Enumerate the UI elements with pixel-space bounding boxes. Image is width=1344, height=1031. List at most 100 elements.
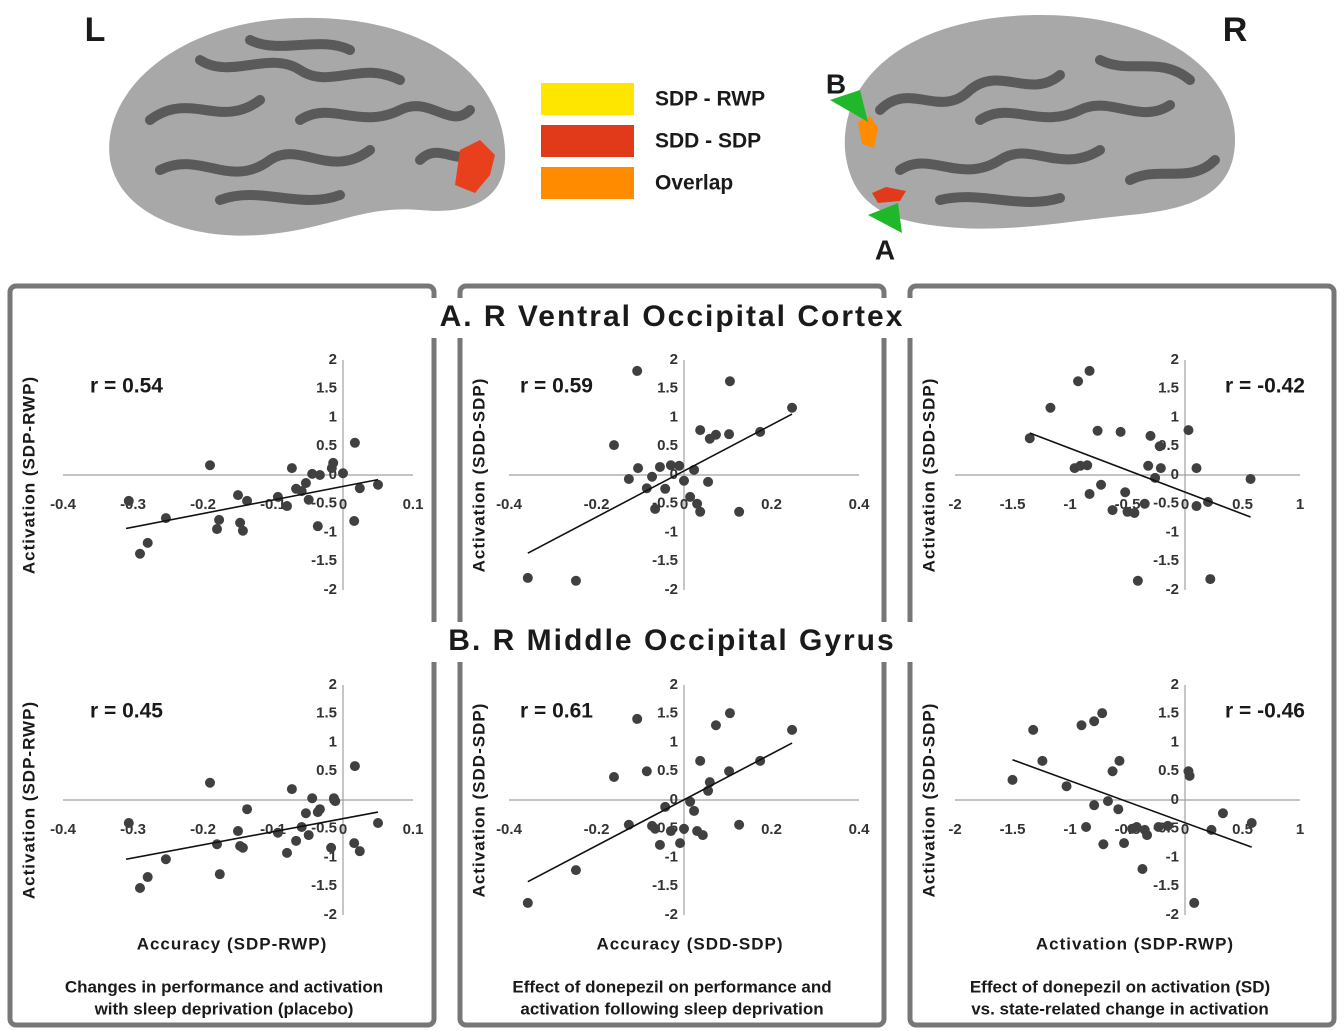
y-tick-label: -1.5 (311, 877, 337, 894)
point (315, 470, 325, 480)
y-tick-label: -2 (665, 581, 678, 598)
point (724, 429, 734, 439)
x-tick-label: -0.2 (190, 821, 216, 838)
point (143, 538, 153, 548)
point (304, 495, 314, 505)
point (642, 766, 652, 776)
x-tick-label: 0.2 (761, 496, 782, 513)
point (313, 521, 323, 531)
x-tick-label: -0.2 (584, 496, 610, 513)
point (1163, 821, 1173, 831)
point (1192, 501, 1202, 511)
point (787, 725, 797, 735)
y-tick-label: -2 (324, 906, 337, 923)
x-axis-label: Accuracy (SDD-SDP) (596, 934, 783, 953)
point (326, 843, 336, 853)
point (328, 458, 338, 468)
point (679, 476, 689, 486)
figure: L R B A SDP - RWPSDD - SDPOverlap A. R V… (0, 0, 1344, 1031)
point (1192, 463, 1202, 473)
point (301, 478, 311, 488)
point (1247, 818, 1257, 828)
point (1156, 463, 1166, 473)
y-tick-label: 2 (329, 676, 337, 693)
point (695, 425, 705, 435)
point (355, 483, 365, 493)
point (1108, 766, 1118, 776)
point (124, 496, 134, 506)
y-tick-label: -2 (324, 581, 337, 598)
point (698, 830, 708, 840)
point (523, 898, 533, 908)
y-tick-label: -1.5 (1153, 877, 1179, 894)
y-tick-label: 0 (1171, 791, 1179, 808)
y-axis-label: Activation (SDD-SDP) (469, 378, 488, 573)
x-tick-label: 1 (1296, 496, 1304, 513)
y-tick-label: 1.5 (1158, 705, 1179, 722)
point (1114, 756, 1124, 766)
x-tick-label: 0.4 (849, 496, 871, 513)
y-tick-label: -1.5 (652, 877, 678, 894)
point (1155, 441, 1165, 451)
point (1146, 431, 1156, 441)
point (689, 806, 699, 816)
brain-left (109, 18, 505, 236)
point (135, 883, 145, 893)
point (214, 515, 224, 525)
point (650, 824, 660, 834)
y-tick-label: -1 (1166, 523, 1179, 540)
point (1154, 822, 1164, 832)
point (1183, 425, 1193, 435)
x-tick-label: 0.4 (849, 821, 871, 838)
panel-caption: activation following sleep deprivation (520, 999, 823, 1018)
point (242, 804, 252, 814)
hemisphere-label: R (1223, 11, 1248, 49)
point (338, 468, 348, 478)
point (1246, 474, 1256, 484)
x-tick-label: -0.4 (50, 496, 77, 513)
point (571, 865, 581, 875)
panel-frame (10, 286, 434, 1025)
x-tick-label: 1 (1296, 821, 1304, 838)
y-tick-label: 0.5 (657, 762, 678, 779)
point (655, 462, 665, 472)
y-tick-label: -2 (665, 906, 678, 923)
point (523, 573, 533, 583)
point (161, 854, 171, 864)
point (655, 840, 665, 850)
x-tick-label: 0.1 (403, 496, 424, 513)
y-tick-label: 2 (670, 676, 678, 693)
r-annotation: r = -0.46 (1225, 700, 1305, 723)
point (373, 480, 383, 490)
y-tick-label: -0.5 (1153, 495, 1179, 512)
point (349, 516, 359, 526)
point (703, 477, 713, 487)
point (1085, 366, 1095, 376)
x-tick-label: 0 (1181, 496, 1189, 513)
point (1143, 461, 1153, 471)
y-axis-label: Activation (SDP-RWP) (19, 376, 38, 574)
point (632, 714, 642, 724)
y-tick-label: -1.5 (652, 552, 678, 569)
point (632, 366, 642, 376)
y-tick-label: -2 (1166, 581, 1179, 598)
y-tick-label: 1.5 (316, 705, 337, 722)
legend-swatch (541, 83, 634, 115)
point (1108, 505, 1118, 515)
point (349, 838, 359, 848)
point (1037, 756, 1047, 766)
point (373, 818, 383, 828)
point (1140, 499, 1150, 509)
point (1097, 708, 1107, 718)
point (1073, 376, 1083, 386)
legend-label: SDP - RWP (655, 88, 765, 111)
point (1085, 489, 1095, 499)
point (1113, 804, 1123, 814)
r-annotation: r = 0.54 (90, 375, 163, 398)
fit-line (528, 414, 792, 553)
point (1120, 487, 1130, 497)
point (307, 793, 317, 803)
point (695, 507, 705, 517)
x-tick-label: -1.5 (1000, 821, 1026, 838)
x-tick-label: 0.1 (403, 821, 424, 838)
